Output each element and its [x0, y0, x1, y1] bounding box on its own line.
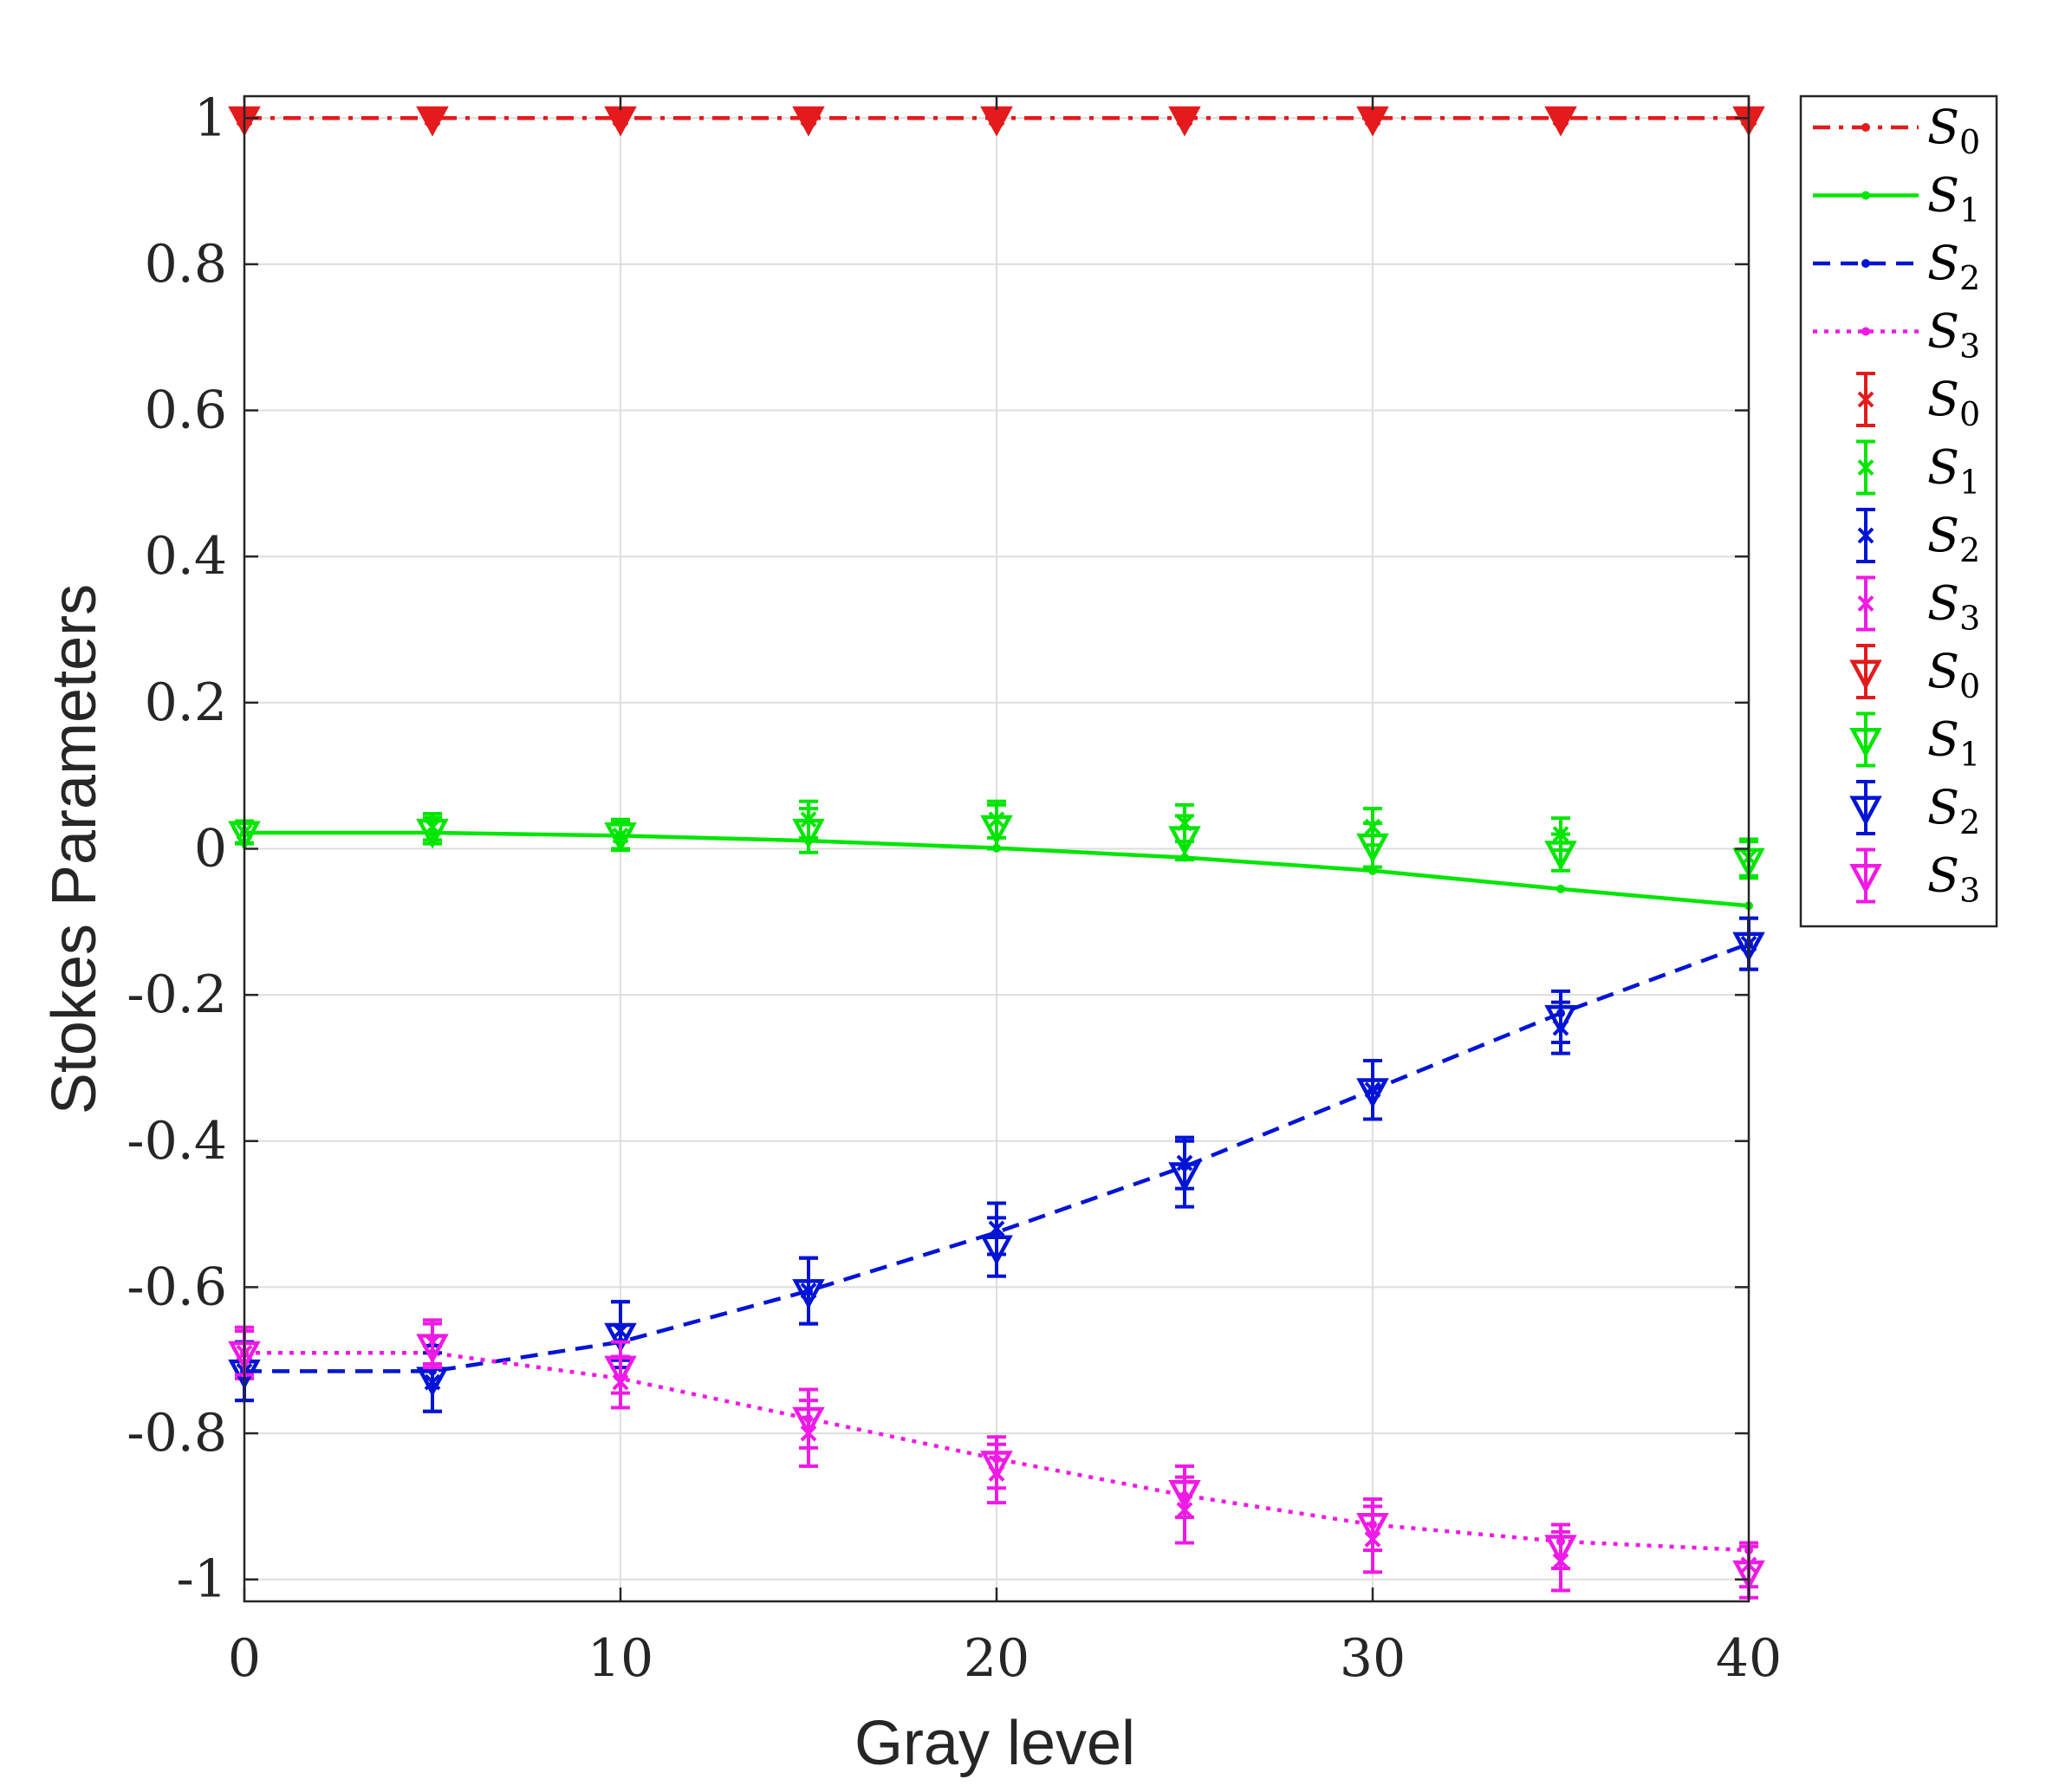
legend-label-subscript: 3: [1959, 328, 1980, 366]
x-axis-title: Gray level: [854, 1709, 1135, 1778]
triangle-marker-s2: [1168, 1162, 1201, 1192]
legend-entry: S1: [1856, 439, 1980, 502]
triangle-marker-s1: [980, 815, 1013, 846]
y-tick-label: 0.6: [145, 380, 227, 441]
y-tick-label: 0.4: [145, 526, 227, 587]
triangle-marker-s1: [416, 818, 449, 849]
triangle-marker-s0: [416, 106, 449, 137]
cross-stroke: [1857, 459, 1874, 476]
legend-label-subscript: 0: [1959, 395, 1980, 433]
y-tick-label: 1: [194, 88, 227, 148]
triangle-marker-s1: [1356, 833, 1389, 864]
y-tick-label: -0.4: [127, 1111, 227, 1172]
error-bar-s3: [799, 1387, 818, 1450]
legend-entry: S3: [1856, 575, 1980, 638]
triangle-marker-s0: [1544, 106, 1577, 137]
triangle-marker-s3: [1544, 1535, 1577, 1565]
x-tick-label: 10: [588, 1628, 653, 1689]
y-tick-label: 0.2: [145, 672, 227, 733]
legend-triangle-marker: [1849, 728, 1882, 758]
legend-cross-marker: [1857, 527, 1874, 544]
x-tick-label: 0: [228, 1628, 261, 1689]
triangle-marker-s1: [1168, 826, 1201, 857]
y-tick-label: -0.8: [127, 1403, 227, 1464]
legend-label-subscript: 2: [1959, 259, 1980, 297]
cross-stroke: [1857, 595, 1874, 612]
triangle-marker-s0: [792, 106, 825, 137]
legend-cross-marker: [1857, 459, 1874, 476]
legend-label-subscript: 0: [1959, 667, 1980, 705]
y-tick-label: -0.2: [127, 964, 227, 1025]
legend-entry: S0: [1849, 644, 1980, 705]
legend-label-subscript: 2: [1959, 803, 1980, 841]
legend-point-sample: [1861, 327, 1870, 336]
legend-label-subscript: 1: [1959, 464, 1980, 502]
legend-label-subscript: 1: [1959, 192, 1980, 230]
legend-label-subscript: 2: [1959, 531, 1980, 569]
fit-point-s1: [1556, 884, 1565, 893]
triangle-marker-s2: [1544, 1004, 1577, 1036]
cross-stroke: [1857, 391, 1874, 408]
legend-point-sample: [1861, 191, 1870, 200]
y-tick-label: 0.8: [145, 234, 227, 295]
legend-triangle-marker: [1849, 864, 1882, 894]
legend-point-sample: [1861, 259, 1870, 268]
legend-entry: S1: [1813, 168, 1980, 230]
triangle-marker-s3: [792, 1406, 825, 1438]
triangle-marker-s3: [604, 1355, 637, 1386]
legend-label: S0: [1927, 644, 1980, 705]
legend-triangle-marker: [1849, 659, 1882, 691]
triangle-marker-s1: [1544, 841, 1577, 871]
y-tick-label: -1: [177, 1549, 227, 1610]
y-tick-label: 0: [194, 819, 227, 880]
legend-label-subscript: 3: [1959, 600, 1980, 638]
tick-labels: 0 10 20 30 40 1 0.8 0.6 0.4 0.2 0 -0.2 -0.4 -0.6 -0.8 -…: [127, 88, 1782, 1689]
x-tick-label: 20: [964, 1628, 1030, 1689]
triangle-marker-s1: [604, 822, 637, 853]
legend-label-subscript: 3: [1959, 872, 1980, 910]
triangle-marker-s2: [604, 1322, 637, 1354]
y-tick-label: -0.6: [127, 1256, 227, 1317]
triangle-marker-s2: [1356, 1078, 1389, 1108]
error-bar-s2: [1363, 1059, 1382, 1121]
legend-triangle-marker: [1849, 795, 1882, 827]
series-line-s3: [244, 1351, 1750, 1553]
legend-box: [1799, 94, 1998, 928]
x-tick-label: 30: [1340, 1628, 1406, 1689]
triangle-marker-s3: [416, 1334, 449, 1365]
y-axis-title: Stokes Parameters: [40, 584, 109, 1114]
legend-point-sample: [1861, 123, 1870, 132]
error-bar-s2: [799, 1256, 818, 1326]
legend-label: S1: [1927, 168, 1980, 230]
triangle-marker-s3: [1356, 1512, 1389, 1543]
error-bar-s2: [987, 1216, 1006, 1278]
legend-cross-marker: [1857, 391, 1874, 408]
triangle-marker-s2: [980, 1235, 1013, 1266]
legend-label: S1: [1927, 440, 1980, 502]
triangle-marker-s1: [792, 818, 825, 849]
legend-label: S3: [1927, 576, 1980, 638]
legend-cross-marker: [1857, 595, 1874, 612]
error-bar-s2: [1175, 1139, 1194, 1209]
triangle-marker-s3: [980, 1451, 1013, 1482]
triangle-marker-s3: [1168, 1480, 1201, 1510]
triangle-marker-s2: [792, 1279, 825, 1309]
legend-label-subscript: 1: [1959, 736, 1980, 774]
ticks: [243, 96, 1750, 1601]
cross-stroke: [1857, 527, 1874, 544]
x-tick-label: 40: [1716, 1628, 1782, 1689]
triangle-marker-s0: [1168, 106, 1201, 137]
legend-label-subscript: 0: [1959, 123, 1980, 161]
